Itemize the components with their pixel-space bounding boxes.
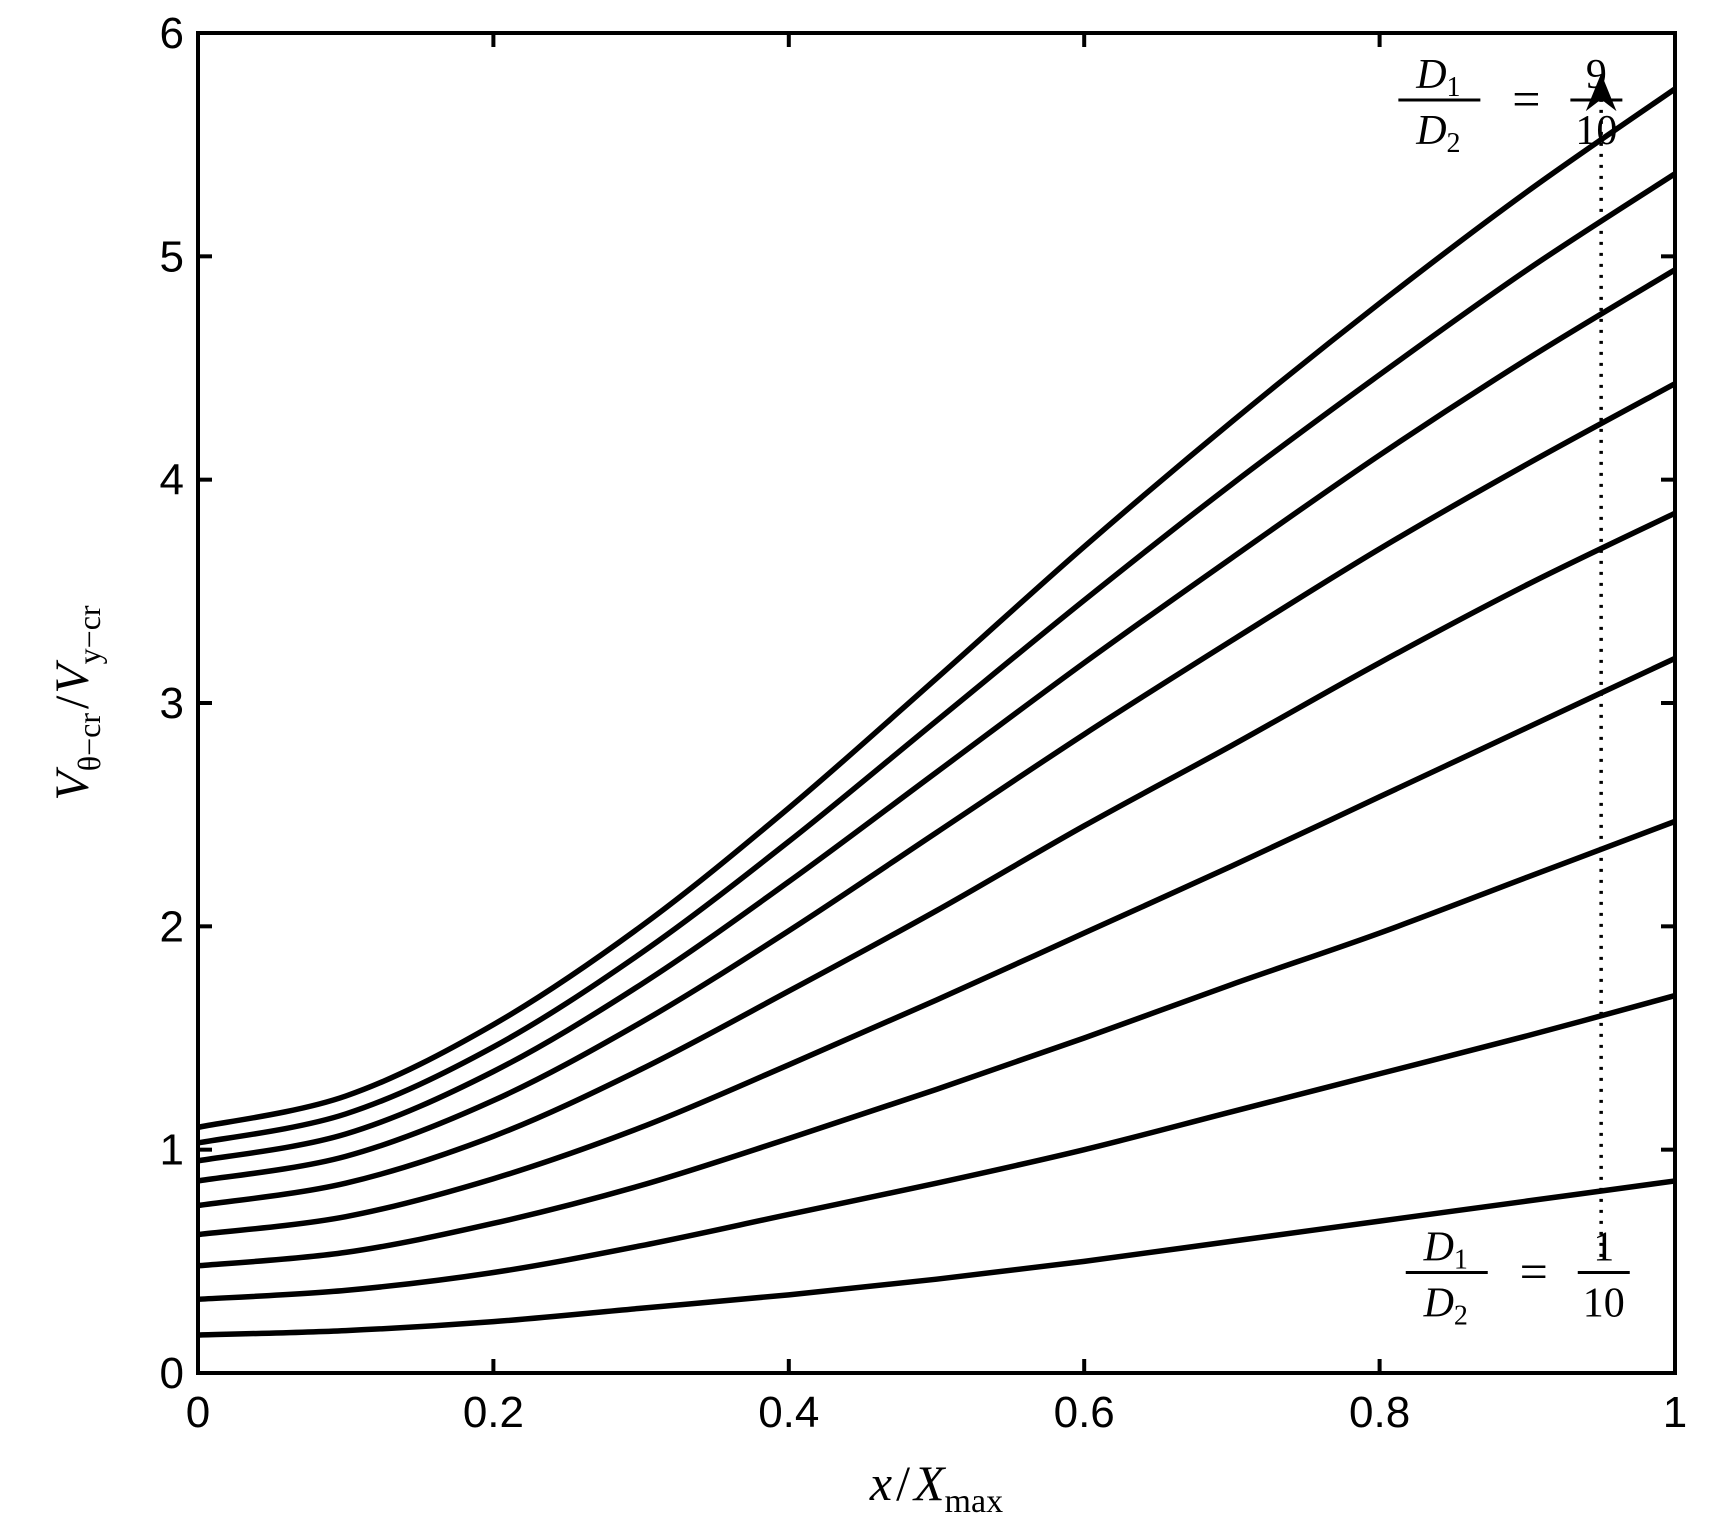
ratio-numerator: D1: [1415, 52, 1460, 103]
y-tick-label: 5: [160, 232, 184, 281]
plot-frame: [196, 31, 1677, 1375]
value-denominator: 10: [1575, 108, 1617, 154]
series-line-8: [197, 171, 1677, 1146]
series-line-7: [197, 267, 1677, 1164]
series-line-5: [197, 510, 1677, 1209]
series-line-3: [197, 818, 1676, 1269]
x-tick-label: 0: [186, 1388, 210, 1437]
y-tick-label: 3: [160, 679, 184, 728]
ratio-denominator: D2: [1423, 1281, 1468, 1332]
series-line-1: [197, 1178, 1676, 1338]
ratio-numerator: D1: [1423, 1225, 1468, 1276]
series-line-4: [197, 655, 1677, 1238]
x-axis-label: x/Xmax: [869, 1455, 1003, 1520]
equals-sign: =: [1512, 71, 1540, 127]
series-line-6: [197, 381, 1677, 1184]
value-denominator: 10: [1583, 1281, 1625, 1327]
x-tick-label: 0.2: [463, 1388, 524, 1437]
y-tick-label: 4: [160, 456, 184, 505]
equals-sign: =: [1520, 1244, 1548, 1300]
value-numerator: 1: [1593, 1225, 1614, 1271]
x-tick-label: 0.8: [1349, 1388, 1410, 1437]
value-numerator: 9: [1586, 52, 1607, 98]
x-tick-label: 0.4: [758, 1388, 819, 1437]
ratio-denominator: D2: [1415, 108, 1460, 159]
series-line-2: [197, 992, 1676, 1303]
series-line-9: [197, 86, 1677, 1131]
y-tick-label: 2: [160, 902, 184, 951]
y-tick-label: 0: [160, 1349, 184, 1398]
y-axis-label: Vθ−cr/Vy−cr: [46, 605, 107, 800]
series-layer: [197, 86, 1677, 1338]
y-tick-label: 6: [160, 9, 184, 58]
x-tick-label: 0.6: [1054, 1388, 1115, 1437]
y-tick-label: 1: [160, 1126, 184, 1175]
x-tick-label: 1: [1663, 1388, 1687, 1437]
